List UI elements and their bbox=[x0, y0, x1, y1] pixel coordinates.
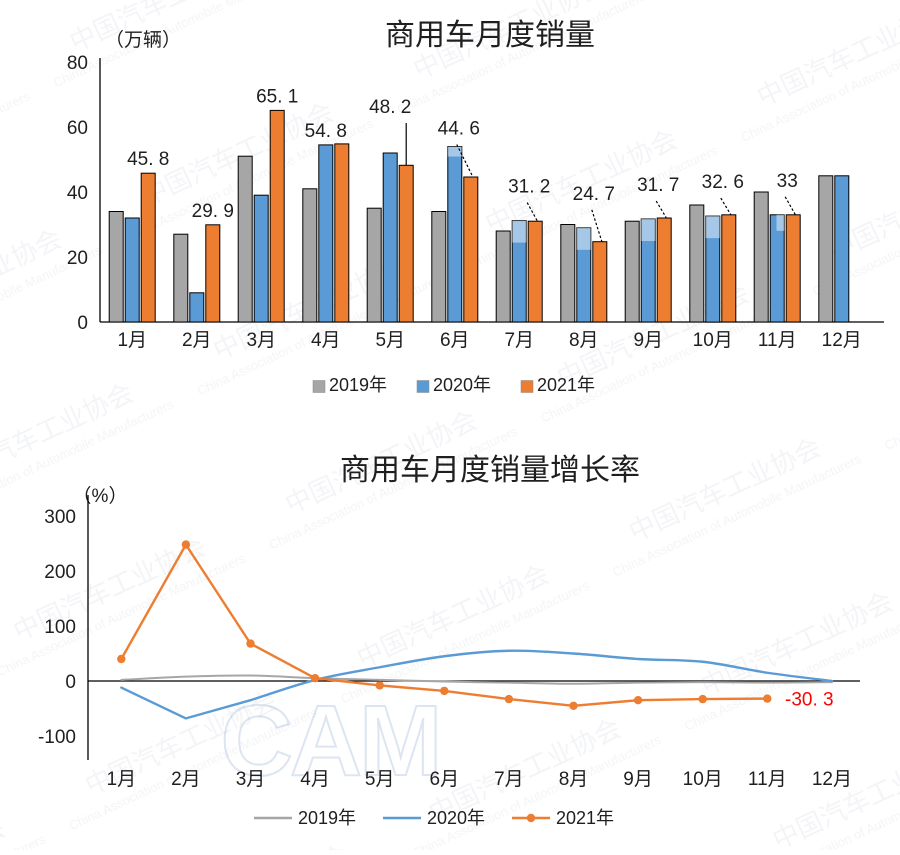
svg-text:40: 40 bbox=[67, 183, 88, 204]
svg-text:3月: 3月 bbox=[236, 769, 266, 790]
svg-text:80: 80 bbox=[67, 53, 88, 74]
svg-text:11月: 11月 bbox=[748, 769, 787, 790]
svg-text:32. 6: 32. 6 bbox=[702, 172, 744, 193]
svg-text:4月: 4月 bbox=[300, 769, 330, 790]
svg-text:7月: 7月 bbox=[494, 769, 524, 790]
svg-text:45. 8: 45. 8 bbox=[127, 149, 169, 170]
svg-text:1月: 1月 bbox=[117, 330, 147, 351]
svg-text:65. 1: 65. 1 bbox=[256, 86, 298, 107]
svg-text:2020年: 2020年 bbox=[427, 808, 485, 828]
svg-text:31. 7: 31. 7 bbox=[637, 175, 679, 196]
svg-text:10月: 10月 bbox=[683, 769, 723, 790]
svg-text:（万辆）: （万辆） bbox=[105, 29, 181, 51]
svg-text:1月: 1月 bbox=[107, 769, 137, 790]
svg-text:9月: 9月 bbox=[623, 769, 653, 790]
svg-text:2021年: 2021年 bbox=[537, 375, 595, 395]
svg-text:3月: 3月 bbox=[246, 330, 276, 351]
svg-text:44. 6: 44. 6 bbox=[438, 119, 480, 140]
svg-text:12月: 12月 bbox=[812, 769, 852, 790]
svg-text:2021年: 2021年 bbox=[556, 808, 614, 828]
svg-text:300: 300 bbox=[44, 507, 76, 528]
svg-text:5月: 5月 bbox=[375, 330, 405, 351]
svg-text:5月: 5月 bbox=[365, 769, 395, 790]
svg-text:200: 200 bbox=[44, 562, 76, 583]
svg-text:31. 2: 31. 2 bbox=[508, 177, 550, 198]
svg-text:8月: 8月 bbox=[569, 330, 599, 351]
svg-text:（%）: （%） bbox=[73, 485, 128, 507]
svg-text:6月: 6月 bbox=[430, 769, 460, 790]
svg-text:60: 60 bbox=[67, 118, 88, 139]
svg-text:48. 2: 48. 2 bbox=[369, 97, 411, 118]
svg-text:4月: 4月 bbox=[311, 330, 341, 351]
svg-text:2月: 2月 bbox=[171, 769, 201, 790]
svg-text:2020年: 2020年 bbox=[433, 375, 491, 395]
svg-text:100: 100 bbox=[44, 617, 76, 638]
svg-text:29. 9: 29. 9 bbox=[192, 201, 234, 222]
svg-text:24. 7: 24. 7 bbox=[573, 184, 615, 205]
svg-text:20: 20 bbox=[67, 248, 88, 269]
svg-text:0: 0 bbox=[77, 313, 88, 334]
svg-text:2019年: 2019年 bbox=[329, 375, 387, 395]
svg-text:商用车月度销量: 商用车月度销量 bbox=[385, 19, 595, 52]
svg-text:11月: 11月 bbox=[758, 330, 797, 351]
svg-text:-100: -100 bbox=[38, 727, 76, 748]
svg-text:7月: 7月 bbox=[504, 330, 534, 351]
svg-text:0: 0 bbox=[65, 672, 76, 693]
svg-text:10月: 10月 bbox=[693, 330, 733, 351]
svg-text:33: 33 bbox=[777, 171, 798, 192]
svg-text:8月: 8月 bbox=[559, 769, 589, 790]
svg-text:商用车月度销量增长率: 商用车月度销量增长率 bbox=[340, 454, 640, 487]
svg-text:2月: 2月 bbox=[182, 330, 212, 351]
svg-text:54. 8: 54. 8 bbox=[305, 121, 347, 142]
svg-text:2019年: 2019年 bbox=[298, 808, 356, 828]
svg-text:12月: 12月 bbox=[822, 330, 862, 351]
svg-text:9月: 9月 bbox=[633, 330, 663, 351]
svg-text:-30. 3: -30. 3 bbox=[785, 690, 834, 711]
svg-text:6月: 6月 bbox=[440, 330, 470, 351]
